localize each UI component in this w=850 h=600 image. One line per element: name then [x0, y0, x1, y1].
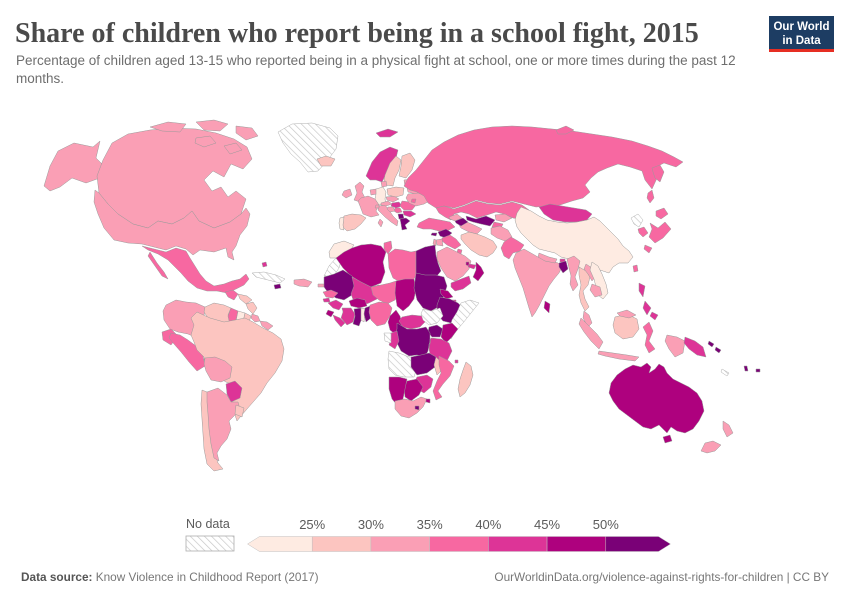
svg-text:50%: 50% — [593, 517, 619, 532]
svg-text:25%: 25% — [299, 517, 325, 532]
svg-text:40%: 40% — [475, 517, 501, 532]
svg-text:45%: 45% — [534, 517, 560, 532]
svg-text:35%: 35% — [417, 517, 443, 532]
svg-text:30%: 30% — [358, 517, 384, 532]
